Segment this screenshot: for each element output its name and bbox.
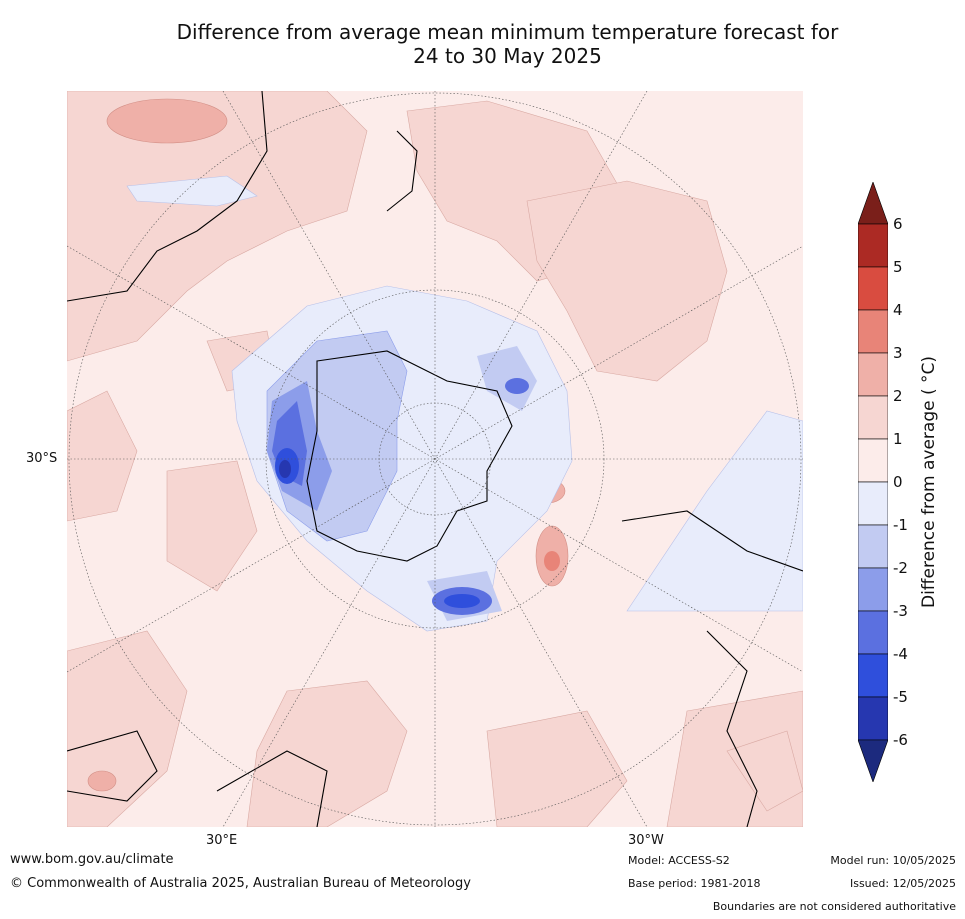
colorbar-extend-low — [857, 739, 889, 783]
footer-url: www.bom.gov.au/climate — [10, 852, 174, 867]
lon-label-30e: 30°E — [206, 833, 238, 848]
map-panel — [67, 91, 803, 827]
colorbar-extend-high — [857, 181, 889, 225]
graticule — [67, 91, 803, 827]
coastlines — [67, 91, 803, 827]
title-line-1: Difference from average mean minimum tem… — [176, 20, 839, 44]
lon-label-30w: 30°W — [628, 833, 664, 848]
colorbar-tick: 0 — [893, 473, 903, 491]
footer-copyright: © Commonwealth of Australia 2025, Austra… — [10, 876, 471, 891]
footer-model-run: Model run: 10/05/2025 — [830, 854, 956, 867]
footer-disclaimer: Boundaries are not considered authoritat… — [712, 900, 956, 913]
colorbar-tick: -3 — [893, 602, 908, 620]
lat-label-30s: 30°S — [26, 451, 58, 466]
footer-model: Model: ACCESS-S2 — [628, 854, 730, 867]
colorbar-tick: 1 — [893, 430, 903, 448]
footer-issued: Issued: 12/05/2025 — [849, 877, 956, 890]
colorbar-tick: -1 — [893, 516, 908, 534]
colorbar-tick: -5 — [893, 688, 908, 706]
map-title: Difference from average mean minimum tem… — [0, 20, 965, 68]
colorbar-tick: 2 — [893, 387, 903, 405]
colorbar-tick: 4 — [893, 301, 903, 319]
polar-map — [67, 91, 803, 827]
colorbar-tick: 6 — [893, 215, 903, 233]
colorbar-label: Difference from average ( °C) — [919, 355, 939, 609]
colorbar-tick: 3 — [893, 344, 903, 362]
colorbar — [857, 181, 889, 783]
title-line-2: 24 to 30 May 2025 — [413, 44, 602, 68]
colorbar-tick: -2 — [893, 559, 908, 577]
colorbar-tick: -6 — [893, 731, 908, 749]
colorbar-tick: -4 — [893, 645, 908, 663]
colorbar-tick: 5 — [893, 258, 903, 276]
colorbar-graphic — [857, 181, 889, 783]
footer-base-period: Base period: 1981-2018 — [628, 877, 761, 890]
